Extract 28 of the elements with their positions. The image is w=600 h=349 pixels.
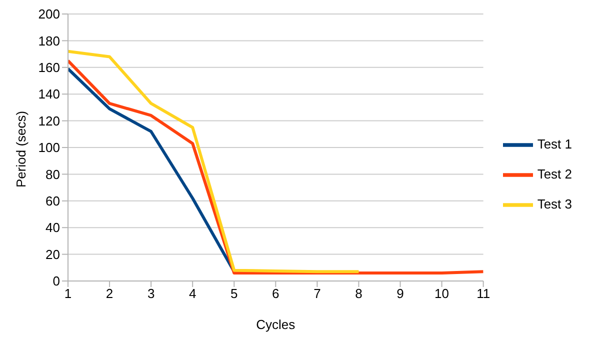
legend-label: Test 2 [537, 166, 572, 181]
x-tick-label: 11 [476, 286, 490, 302]
x-tick-label: 8 [355, 286, 362, 302]
x-tick-label: 6 [272, 286, 280, 302]
x-tick-label: 1 [64, 286, 72, 302]
line-series [68, 50, 360, 274]
x-tick-label: 7 [314, 286, 321, 302]
y-tick-label: 180 [38, 33, 60, 48]
legend-label: Test 1 [537, 136, 572, 151]
y-tick-label: 100 [38, 140, 60, 156]
x-tick-label: 5 [230, 286, 238, 302]
y-tick-label: 200 [38, 6, 60, 22]
y-tick-label: 20 [46, 246, 60, 262]
y-axis-title: Period (secs) [14, 110, 29, 188]
legend-label: Test 3 [537, 196, 572, 211]
x-tick-label: 3 [147, 286, 155, 302]
y-tick-label: 140 [38, 86, 60, 102]
y-tick-label: 60 [46, 194, 60, 209]
x-tick-label: 4 [188, 286, 196, 302]
y-tick-label: 80 [46, 166, 60, 182]
y-tick-label: 120 [38, 113, 60, 128]
y-tick-label: 40 [46, 220, 60, 236]
y-tick-label: 0 [52, 274, 60, 289]
x-tick-label: 10 [434, 286, 450, 302]
x-tick-label: 2 [106, 286, 114, 302]
y-tick-label: 160 [38, 60, 60, 76]
x-axis-title: Cycles [256, 317, 296, 332]
x-tick-label: 9 [396, 286, 404, 302]
